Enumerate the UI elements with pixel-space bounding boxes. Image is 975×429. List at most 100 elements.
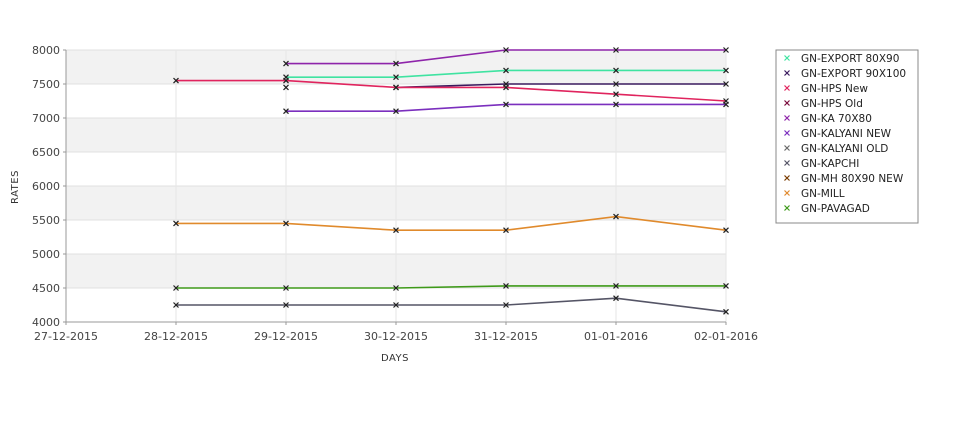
data-point	[283, 60, 289, 67]
legend-item: GN-EXPORT 90X100	[784, 68, 906, 80]
legend-marker	[784, 100, 790, 106]
data-point	[393, 285, 399, 291]
legend-label: GN-HPS New	[801, 83, 868, 95]
data-point	[173, 220, 179, 227]
x-tick-label: 02-01-2016	[694, 330, 758, 343]
data-point	[393, 302, 399, 308]
legend-label: GN-KALYANI OLD	[801, 143, 888, 155]
y-tick-label: 5000	[32, 248, 60, 261]
series-gn-mill	[173, 213, 729, 234]
legend-marker	[784, 205, 790, 211]
data-point	[503, 101, 509, 108]
legend-label: GN-MILL	[801, 188, 845, 200]
series-gn-hps-new	[173, 77, 729, 104]
legend-item: GN-KALYANI NEW	[784, 128, 892, 140]
series-gn-pavagad	[173, 283, 729, 291]
data-point	[503, 302, 509, 308]
y-axis-ticks: 4000 4500 5000 5500 6000 6500 7000 7500 8000	[32, 44, 66, 329]
series-gn-ka-70x80	[283, 47, 729, 67]
data-point	[613, 91, 619, 98]
y-tick-label: 7500	[32, 78, 60, 91]
data-point	[173, 77, 179, 84]
y-tick-label: 8000	[32, 44, 60, 57]
legend-label: GN-PAVAGAD	[801, 203, 870, 215]
y-tick-label: 6000	[32, 180, 60, 193]
data-point	[613, 81, 619, 87]
data-point	[283, 84, 289, 91]
y-tick-label: 4000	[32, 316, 60, 329]
data-point	[503, 227, 509, 234]
x-tick-label: 27-12-2015	[34, 330, 98, 343]
data-point	[393, 74, 399, 81]
legend-label: GN-KA 70X80	[801, 113, 872, 125]
series-line	[176, 79, 727, 102]
legend-item: GN-HPS New	[784, 83, 868, 95]
data-point	[173, 285, 179, 291]
legend-marker	[784, 130, 790, 136]
data-point	[283, 285, 289, 291]
data-point	[283, 108, 289, 115]
legend-label: GN-HPS Old	[801, 98, 863, 110]
x-tick-label: 29-12-2015	[254, 330, 318, 343]
legend-marker	[784, 160, 790, 166]
legend-marker	[784, 85, 790, 91]
legend-item: GN-EXPORT 80X90	[784, 53, 899, 65]
data-point	[613, 47, 619, 53]
data-point	[723, 47, 729, 53]
y-axis-title: RATES	[10, 170, 21, 204]
y-tick-label: 4500	[32, 282, 60, 295]
data-point	[393, 227, 399, 234]
legend-label: GN-EXPORT 90X100	[801, 68, 906, 80]
series-gn-kapchi	[173, 295, 729, 315]
y-tick-label: 7000	[32, 112, 60, 125]
legend-marker	[784, 115, 790, 121]
series-gn-kalyani-new	[283, 101, 729, 115]
x-tick-label: 01-01-2016	[584, 330, 648, 343]
data-point	[723, 81, 729, 87]
legend-marker	[784, 70, 790, 76]
data-point	[503, 283, 509, 289]
data-point	[173, 302, 179, 308]
data-point	[613, 101, 619, 108]
series-line	[176, 215, 727, 231]
x-tick-label: 30-12-2015	[364, 330, 428, 343]
legend-marker	[784, 175, 790, 181]
data-point	[393, 108, 399, 115]
data-point	[393, 60, 399, 67]
y-tick-label: 5500	[32, 214, 60, 227]
x-axis-title: DAYS	[381, 353, 409, 364]
data-point	[723, 101, 729, 108]
legend-marker	[784, 190, 790, 196]
data-point	[503, 47, 509, 53]
data-point	[503, 84, 509, 91]
data-point	[723, 227, 729, 234]
legend-item: GN-KALYANI OLD	[784, 143, 888, 155]
legend-marker	[784, 55, 790, 61]
legend-label: GN-MH 80X90 NEW	[801, 173, 904, 185]
data-point	[613, 295, 619, 302]
legend-label: GN-KAPCHI	[801, 158, 859, 170]
x-tick-label: 28-12-2015	[144, 330, 208, 343]
data-point	[283, 220, 289, 227]
y-tick-label: 6500	[32, 146, 60, 159]
legend: GN-EXPORT 80X90 GN-EXPORT 90X100 GN-HPS Ne…	[775, 49, 919, 224]
legend-box	[775, 49, 919, 224]
series-gn-kalyani-old	[283, 84, 289, 91]
legend-item: GN-MH 80X90 NEW	[784, 173, 904, 185]
data-point	[613, 213, 619, 220]
series-line	[176, 285, 726, 289]
x-tick-label: 31-12-2015	[474, 330, 538, 343]
data-point	[613, 67, 619, 74]
data-point	[503, 67, 509, 74]
x-axis-ticks: 27-12-2015 28-12-2015 29-12-2015 30-12-2015…	[34, 322, 758, 343]
legend-label: GN-KALYANI NEW	[801, 128, 892, 140]
legend-item: GN-HPS Old	[784, 98, 863, 110]
data-point	[613, 283, 619, 289]
legend-item: GN-KAPCHI	[784, 158, 859, 170]
data-point	[283, 302, 289, 308]
data-point	[283, 77, 289, 84]
series-line	[176, 297, 727, 313]
series-lines	[173, 47, 729, 315]
data-point	[723, 67, 729, 74]
